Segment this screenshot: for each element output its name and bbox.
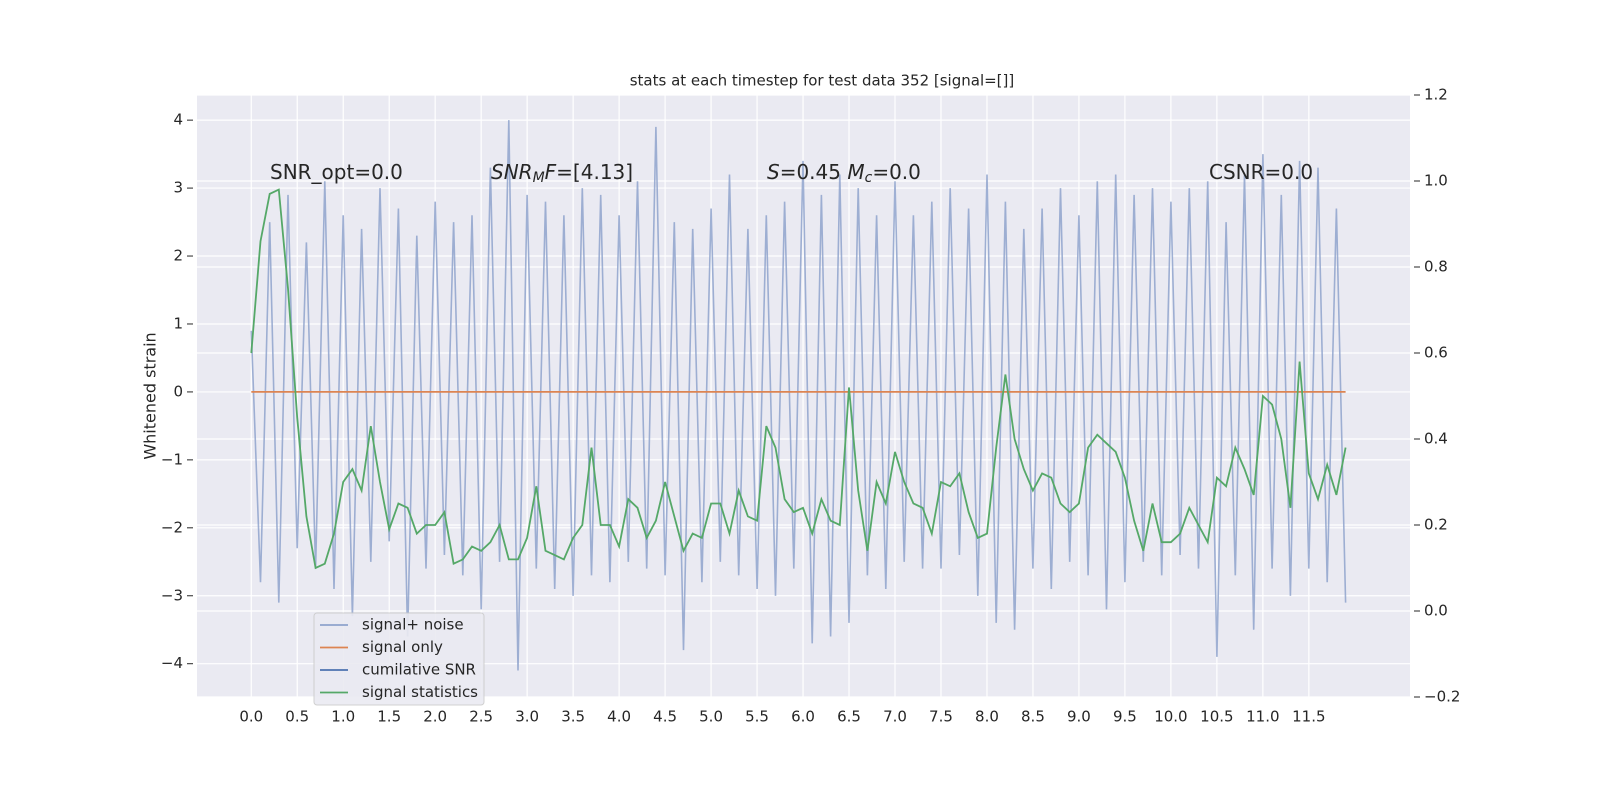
x-tick-label: 9.0 — [1067, 708, 1091, 726]
annotation-part: M — [533, 170, 545, 186]
y-tick-label: 0 — [173, 382, 183, 400]
chart-title: stats at each timestep for test data 352… — [630, 72, 1015, 90]
y-tick-label: −3 — [161, 586, 183, 604]
annotation-part: c — [865, 170, 873, 186]
annotation: S=0.45 Mc=0.0 — [767, 160, 921, 187]
annotation-part: =0.45 — [780, 160, 848, 184]
annotation: CSNR=0.0 — [1209, 160, 1313, 184]
x-tick-label: 6.5 — [837, 708, 861, 726]
y-tick-label: −4 — [161, 654, 183, 672]
x-tick-label: 8.5 — [1021, 708, 1045, 726]
x-tick-label: 3.0 — [515, 708, 539, 726]
annotation: SNRMF=[4.13] — [491, 160, 633, 187]
y-tick-label: 4 — [173, 111, 183, 129]
y2-tick-label: 1.0 — [1424, 172, 1448, 190]
y2-tick-label: 0.6 — [1424, 344, 1448, 362]
x-tick-label: 7.5 — [929, 708, 953, 726]
y2-tick-label: 0.4 — [1424, 430, 1448, 448]
annotation-part: =0.0 — [872, 160, 921, 184]
legend-label: signal+ noise — [362, 616, 464, 634]
x-tick-label: 10.5 — [1200, 708, 1233, 726]
x-tick-label: 7.0 — [883, 708, 907, 726]
x-tick-label: 1.0 — [331, 708, 355, 726]
x-tick-label: 0.5 — [285, 708, 309, 726]
annotation-part: M — [847, 160, 864, 184]
y-axis-label: Whitened strain — [141, 332, 160, 459]
annotation-part: SNR_opt=0.0 — [270, 160, 403, 184]
annotation-part: =[4.13] — [556, 160, 633, 184]
x-tick-label: 9.5 — [1113, 708, 1137, 726]
x-tick-label: 11.0 — [1246, 708, 1279, 726]
x-tick-label: 4.5 — [653, 708, 677, 726]
series-line — [250, 120, 1347, 671]
x-tick-label: 11.5 — [1292, 708, 1325, 726]
y-tick-label: 3 — [173, 179, 183, 197]
y2-tick-label: 0.0 — [1424, 602, 1448, 620]
y-tick-label: 1 — [173, 314, 183, 332]
annotation-part: F — [545, 160, 557, 184]
x-tick-label: 10.0 — [1154, 708, 1187, 726]
x-tick-label: 3.5 — [561, 708, 585, 726]
y2-tick-label: 1.2 — [1424, 86, 1448, 104]
x-tick-label: 5.0 — [699, 708, 723, 726]
annotation-part: SNR — [491, 160, 533, 184]
x-tick-label: 0.0 — [239, 708, 263, 726]
x-tick-label: 8.0 — [975, 708, 999, 726]
annotation-part: S — [767, 160, 780, 184]
annotation: SNR_opt=0.0 — [270, 160, 403, 184]
series-line — [250, 188, 1347, 570]
y2-tick-label: −0.2 — [1424, 688, 1460, 706]
y-tick-label: 2 — [173, 247, 183, 265]
y2-tick-label: 0.8 — [1424, 258, 1448, 276]
x-tick-label: 4.0 — [607, 708, 631, 726]
legend-label: signal only — [362, 638, 443, 656]
x-tick-label: 1.5 — [377, 708, 401, 726]
y-tick-label: −1 — [161, 450, 183, 468]
legend-label: cumilative SNR — [362, 661, 476, 679]
annotation-part: CSNR=0.0 — [1209, 160, 1313, 184]
x-tick-label: 2.0 — [423, 708, 447, 726]
legend-label: signal statistics — [362, 683, 478, 701]
y-tick-label: −2 — [161, 518, 183, 536]
y2-tick-label: 0.2 — [1424, 516, 1448, 534]
x-tick-label: 5.5 — [745, 708, 769, 726]
x-tick-label: 2.5 — [469, 708, 493, 726]
x-tick-label: 6.0 — [791, 708, 815, 726]
legend-box — [313, 612, 485, 706]
